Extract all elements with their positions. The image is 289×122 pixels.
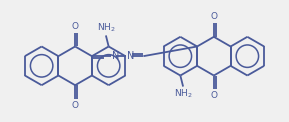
Text: N: N — [127, 51, 134, 61]
Text: O: O — [72, 22, 79, 31]
Text: O: O — [72, 101, 79, 110]
Text: N: N — [112, 51, 119, 61]
Text: NH$_2$: NH$_2$ — [174, 88, 192, 100]
Text: NH$_2$: NH$_2$ — [97, 22, 115, 34]
Text: O: O — [210, 91, 217, 100]
Text: O: O — [210, 12, 217, 21]
